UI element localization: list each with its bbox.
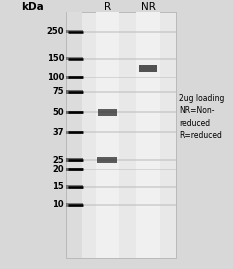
- Text: 15: 15: [52, 182, 64, 192]
- Bar: [66, 203, 83, 207]
- Text: 37: 37: [53, 128, 64, 137]
- Bar: [66, 111, 83, 114]
- Bar: [83, 168, 176, 171]
- Bar: [83, 159, 176, 161]
- Bar: [136, 12, 160, 258]
- Text: R: R: [104, 2, 111, 12]
- Text: 250: 250: [47, 27, 64, 36]
- Bar: [66, 158, 83, 162]
- Bar: [83, 58, 176, 60]
- Bar: [98, 109, 116, 116]
- Text: 10: 10: [52, 200, 64, 210]
- Bar: [66, 30, 83, 33]
- Bar: [66, 168, 83, 171]
- Text: kDa: kDa: [21, 2, 44, 12]
- Bar: [139, 65, 157, 72]
- Text: NR: NR: [140, 2, 155, 12]
- Text: 100: 100: [47, 73, 64, 82]
- Bar: [66, 131, 83, 134]
- Bar: [83, 131, 176, 133]
- Bar: [66, 57, 83, 60]
- Bar: [97, 157, 117, 163]
- Bar: [83, 76, 176, 79]
- Text: 25: 25: [52, 155, 64, 165]
- Bar: [66, 12, 176, 258]
- Bar: [83, 31, 176, 33]
- Bar: [66, 76, 83, 79]
- Bar: [83, 186, 176, 188]
- Text: 50: 50: [52, 108, 64, 117]
- Bar: [83, 111, 176, 114]
- Text: 20: 20: [52, 165, 64, 174]
- Bar: [96, 12, 119, 258]
- Bar: [67, 12, 82, 258]
- Bar: [83, 91, 176, 93]
- Bar: [66, 185, 83, 189]
- Text: 2ug loading
NR=Non-
reduced
R=reduced: 2ug loading NR=Non- reduced R=reduced: [179, 94, 225, 140]
- Text: 150: 150: [47, 54, 64, 63]
- Bar: [83, 204, 176, 206]
- Bar: [66, 90, 83, 94]
- Text: 75: 75: [52, 87, 64, 97]
